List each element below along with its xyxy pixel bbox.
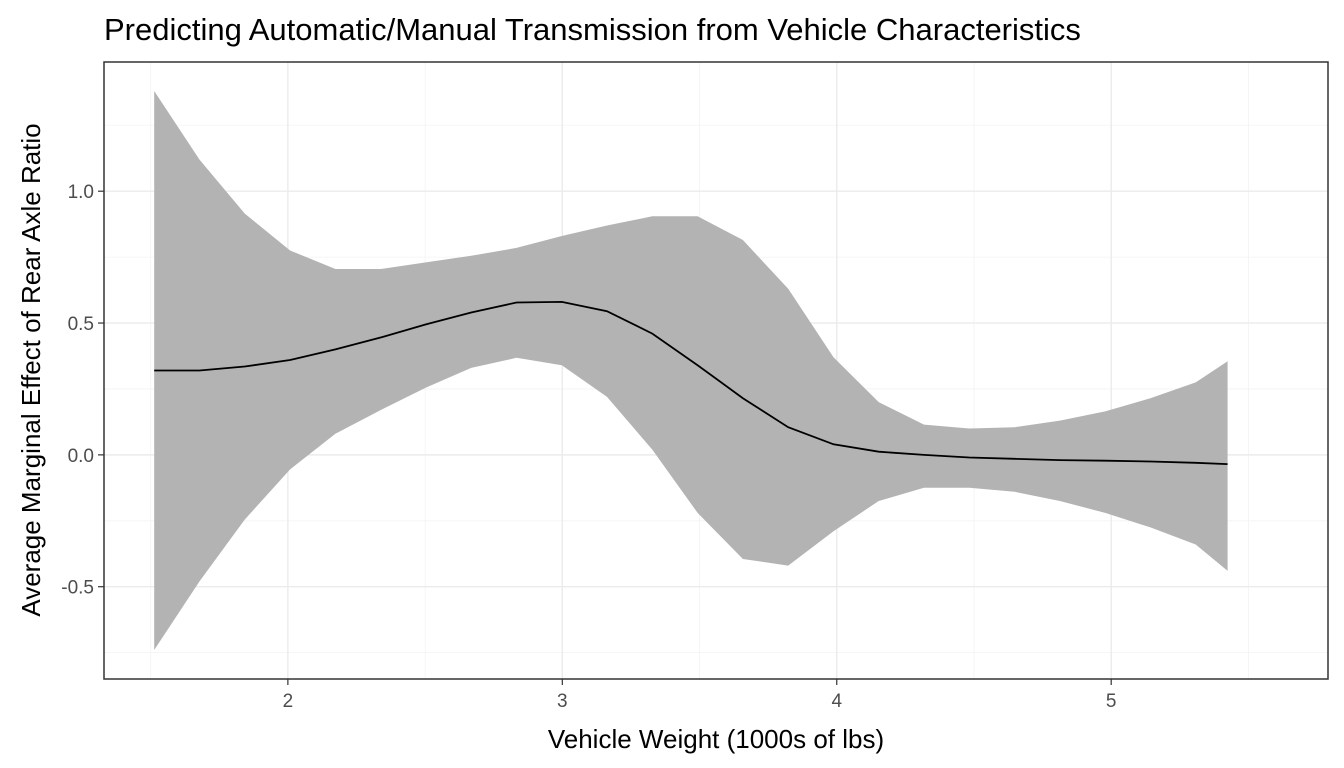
confidence-band [154,91,1228,650]
estimate-line [154,300,1228,465]
x-tick-label: 2 [283,691,294,712]
y-axis-label: Average Marginal Effect of Rear Axle Rat… [16,123,46,616]
x-tick-label: 5 [1106,691,1117,712]
x-tick-label: 4 [831,691,842,712]
panel-border [103,61,1329,680]
confidence-band-layer [154,91,1228,650]
x-axis-ticks: 2 3 4 5 [283,679,1117,712]
chart-title: Predicting Automatic/Manual Transmission… [104,12,1081,47]
y-tick-label: -0.5 [61,578,94,599]
estimate-line-layer [154,300,1228,465]
x-tick-label: 3 [557,691,568,712]
y-axis-ticks: -0.5 0.0 0.5 1.0 [61,182,104,599]
x-axis-label: Vehicle Weight (1000s of lbs) [548,724,884,754]
y-tick-label: 0.5 [68,314,94,335]
y-tick-label: 0.0 [68,446,94,467]
y-tick-label: 1.0 [68,182,94,203]
